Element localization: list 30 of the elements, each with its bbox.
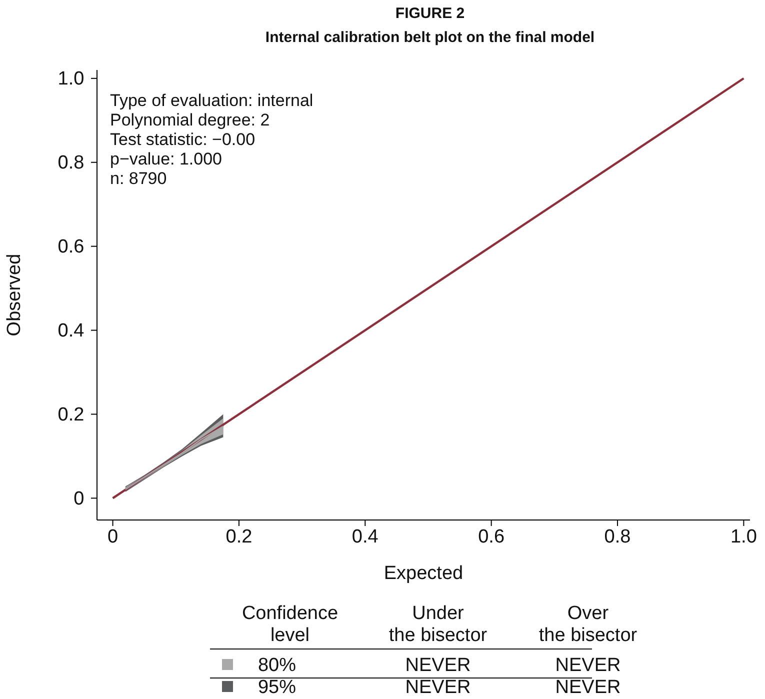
text: NEVER: [555, 655, 621, 676]
annotation: n: 8790: [110, 169, 167, 188]
text: NEVER: [405, 677, 471, 698]
annotation: Polynomial degree: 2: [110, 110, 270, 130]
chart-title: FIGURE 2: [395, 5, 465, 22]
annotation: Test statistic: −0.00: [110, 130, 256, 149]
text: Over the bisector: [538, 603, 638, 646]
chart-subtitle: Internal calibration belt plot on the final model: [265, 29, 595, 46]
x-axis-title: Expected: [384, 563, 464, 584]
y-axis-title: Observed: [4, 254, 25, 336]
y-tick-label: 0.2: [58, 404, 84, 426]
legend-label: 95%: [258, 677, 296, 698]
legend-title: Confidence level: [242, 603, 338, 646]
text: Under the bisector: [388, 603, 488, 646]
x-tick-label: 0.6: [478, 526, 505, 548]
text: NEVER: [405, 655, 471, 676]
y-tick-label: 0.6: [58, 236, 84, 258]
x-tick-label: 0.8: [604, 526, 631, 548]
legend-label: 80%: [258, 655, 296, 676]
x-tick-label: 0: [107, 526, 118, 548]
y-tick-label: 0: [74, 488, 84, 510]
annotation: Type of evaluation: internal: [110, 91, 314, 110]
x-tick-label: 0.2: [226, 526, 252, 548]
y-tick-label: 0.4: [58, 320, 85, 342]
y-tick-label: 0.8: [58, 152, 84, 174]
x-tick-label: 0.4: [352, 526, 379, 548]
x-tick-label: 1.0: [730, 526, 757, 548]
text: NEVER: [555, 677, 621, 698]
annotation: p−value: 1.000: [110, 150, 222, 168]
y-tick-label: 1.0: [58, 68, 84, 90]
